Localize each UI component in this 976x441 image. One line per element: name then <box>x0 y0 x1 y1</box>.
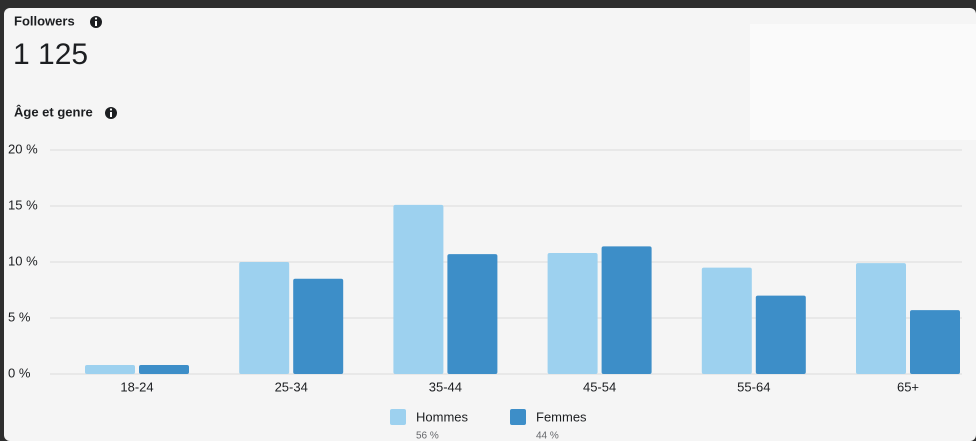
bar <box>547 253 598 374</box>
subtitle: Âge et genre <box>14 104 93 119</box>
follower-count: 1 125 <box>13 38 88 71</box>
bar <box>910 310 960 374</box>
y-tick-label: 10 % <box>8 253 38 268</box>
bar <box>393 204 444 374</box>
x-tick-label: 25-34 <box>275 379 308 394</box>
x-tick-label: 18-24 <box>120 379 153 394</box>
legend-share: 56 % <box>416 431 439 441</box>
title: Followers <box>14 13 75 28</box>
x-tick-label: 65+ <box>897 379 919 394</box>
bar <box>239 262 290 374</box>
x-tick-label: 35-44 <box>429 379 462 394</box>
bar <box>139 365 189 374</box>
info-icon[interactable] <box>105 107 117 119</box>
y-tick-label: 20 % <box>8 141 38 156</box>
side-card <box>750 24 976 140</box>
bar <box>293 278 344 374</box>
bar <box>856 263 906 374</box>
x-tick-label: 55-64 <box>737 379 770 394</box>
bar <box>701 267 752 374</box>
y-tick-label: 15 % <box>8 197 38 212</box>
legend-label: Femmes <box>536 409 587 424</box>
info-icon[interactable] <box>90 16 102 28</box>
bar <box>85 365 135 374</box>
bar <box>755 295 806 374</box>
legend-label: Hommes <box>416 409 469 424</box>
bar <box>601 246 652 374</box>
legend-swatch <box>390 409 406 425</box>
y-tick-label: 0 % <box>8 365 31 380</box>
bar <box>447 254 498 374</box>
legend-share: 44 % <box>536 431 559 441</box>
y-tick-label: 5 % <box>8 309 31 324</box>
legend-swatch <box>510 409 526 425</box>
x-tick-label: 45-54 <box>583 379 616 394</box>
